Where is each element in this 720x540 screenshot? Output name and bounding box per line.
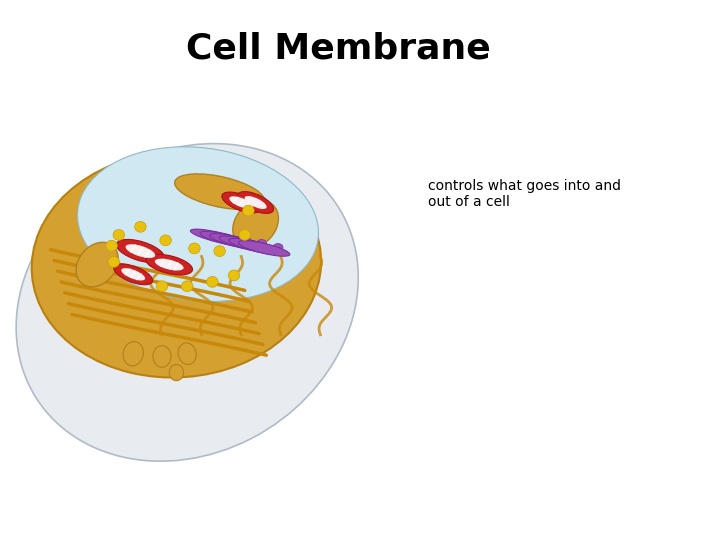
- Ellipse shape: [239, 230, 251, 240]
- Ellipse shape: [229, 238, 282, 254]
- Ellipse shape: [114, 264, 153, 285]
- Ellipse shape: [240, 235, 250, 243]
- Ellipse shape: [200, 232, 257, 248]
- Text: Cell Membrane: Cell Membrane: [186, 32, 491, 65]
- Ellipse shape: [273, 244, 283, 251]
- Ellipse shape: [76, 242, 118, 287]
- Ellipse shape: [175, 174, 264, 210]
- Ellipse shape: [156, 281, 168, 292]
- Ellipse shape: [16, 144, 359, 461]
- Ellipse shape: [160, 235, 171, 246]
- Ellipse shape: [113, 230, 125, 240]
- Ellipse shape: [32, 152, 321, 377]
- Ellipse shape: [153, 346, 171, 367]
- Ellipse shape: [123, 342, 143, 366]
- Ellipse shape: [219, 236, 274, 252]
- Ellipse shape: [243, 205, 254, 216]
- Ellipse shape: [125, 244, 156, 258]
- Ellipse shape: [169, 364, 184, 381]
- Ellipse shape: [214, 246, 225, 256]
- Ellipse shape: [117, 239, 164, 263]
- Ellipse shape: [238, 192, 274, 213]
- Ellipse shape: [222, 192, 261, 213]
- Ellipse shape: [146, 254, 192, 275]
- Ellipse shape: [233, 200, 279, 248]
- Ellipse shape: [178, 343, 197, 364]
- Ellipse shape: [256, 240, 266, 247]
- Ellipse shape: [108, 256, 120, 267]
- Ellipse shape: [228, 270, 240, 281]
- Ellipse shape: [78, 147, 318, 301]
- Ellipse shape: [121, 268, 145, 280]
- Ellipse shape: [106, 240, 117, 251]
- Ellipse shape: [155, 259, 184, 271]
- Ellipse shape: [210, 234, 265, 250]
- Ellipse shape: [229, 197, 253, 208]
- Ellipse shape: [207, 276, 218, 287]
- Ellipse shape: [245, 196, 266, 209]
- Ellipse shape: [181, 281, 193, 292]
- Ellipse shape: [238, 241, 290, 256]
- Text: controls what goes into and
out of a cell: controls what goes into and out of a cel…: [428, 179, 621, 210]
- Ellipse shape: [190, 229, 249, 246]
- Ellipse shape: [189, 243, 200, 254]
- Ellipse shape: [135, 221, 146, 232]
